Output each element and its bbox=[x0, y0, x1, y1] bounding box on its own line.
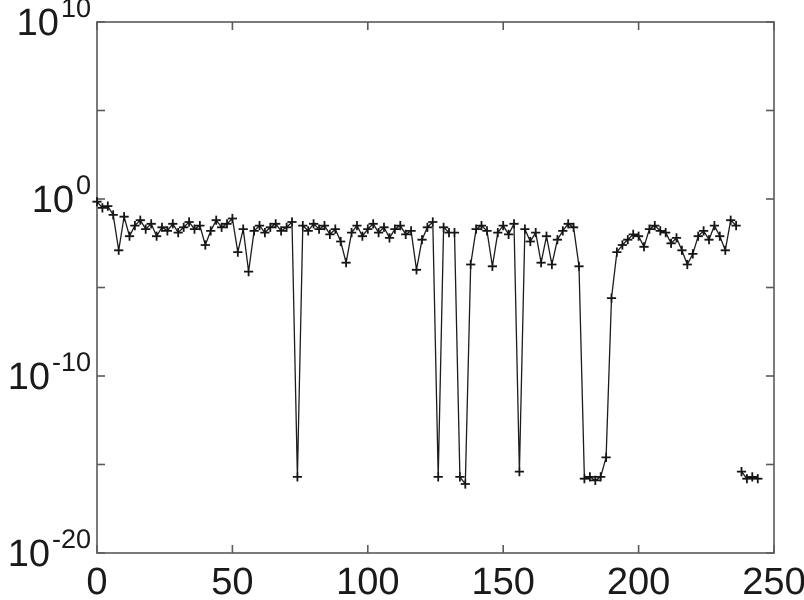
y-tick-label: 10-10 bbox=[8, 347, 91, 398]
y-tick-label: 100 bbox=[32, 170, 91, 221]
series-markers-main bbox=[92, 197, 741, 489]
y-tick-label: 10-20 bbox=[8, 524, 91, 575]
x-tick-label: 50 bbox=[211, 561, 253, 600]
series-markers-tail-cluster bbox=[736, 467, 763, 484]
plot-box bbox=[96, 21, 775, 554]
x-tick-label: 0 bbox=[86, 561, 107, 600]
series-line-main bbox=[96, 201, 737, 486]
x-tick-label: 250 bbox=[742, 561, 804, 600]
x-tick-label: 100 bbox=[336, 561, 399, 600]
x-tick-label: 150 bbox=[471, 561, 534, 600]
x-tick-label: 200 bbox=[607, 561, 670, 600]
y-tick-label: 1010 bbox=[17, 0, 91, 44]
